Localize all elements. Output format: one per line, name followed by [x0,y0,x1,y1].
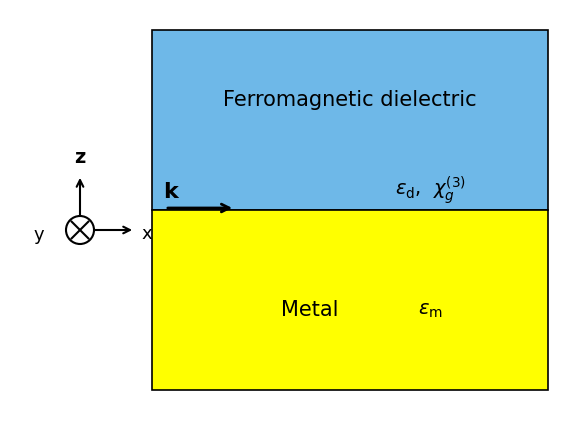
Circle shape [66,216,94,244]
Text: x: x [141,225,152,243]
Text: z: z [74,148,86,167]
Text: $\varepsilon_\mathrm{d}$,  $\chi_g^{(3)}$: $\varepsilon_\mathrm{d}$, $\chi_g^{(3)}$ [394,174,465,206]
Bar [152,30,548,210]
Text: $\mathbf{k}$: $\mathbf{k}$ [163,182,180,202]
Text: y: y [33,226,44,244]
Bar [152,210,548,390]
Text: Metal: Metal [281,300,339,320]
Text: $\varepsilon_\mathrm{m}$: $\varepsilon_\mathrm{m}$ [417,300,442,319]
Text: Ferromagnetic dielectric: Ferromagnetic dielectric [223,90,477,110]
